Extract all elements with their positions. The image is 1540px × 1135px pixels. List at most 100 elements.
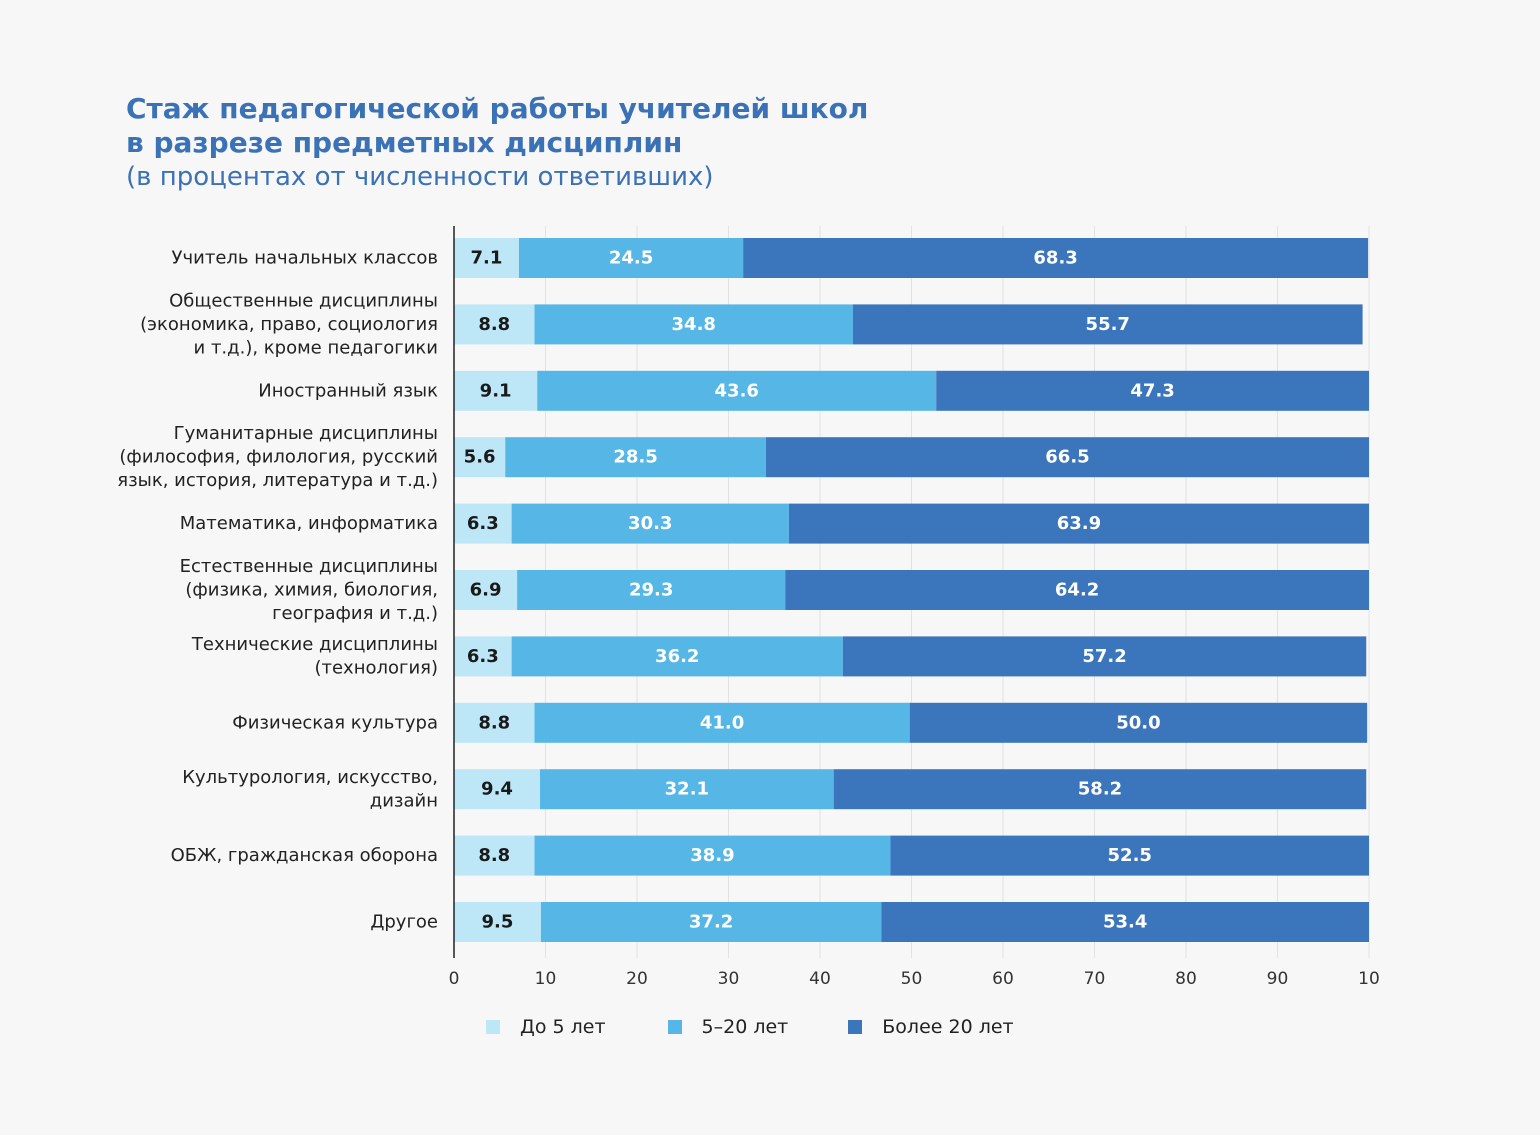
bar-data-label: 5.6	[464, 447, 496, 468]
bar-data-label: 43.6	[715, 380, 759, 401]
x-tick-label: 30	[718, 969, 740, 989]
bar-segment	[909, 702, 1368, 743]
bar-segment	[454, 238, 519, 278]
bar-segment	[454, 370, 538, 411]
bar-data-label: 24.5	[609, 248, 653, 269]
x-tick-label: 70	[1084, 969, 1106, 989]
bar-segment	[833, 769, 1367, 810]
category-label: язык, история, литература и т.д.)	[117, 470, 438, 491]
bar-segment	[788, 503, 1369, 544]
bar-data-label: 38.9	[690, 845, 734, 866]
x-tick-label: 20	[626, 969, 648, 989]
x-tick-label: 80	[1175, 969, 1197, 989]
bar-segment	[890, 835, 1369, 876]
category-label: Иностранный язык	[258, 380, 438, 401]
category-label: (физика, химия, биология,	[185, 580, 438, 601]
category-label: Гуманитарные дисциплины	[174, 423, 438, 444]
legend-swatch-5-20	[667, 1020, 682, 1034]
bar-segment	[743, 238, 1369, 278]
category-label: (экономика, право, социология	[140, 314, 438, 335]
bar-segment	[454, 570, 518, 610]
category-label: и т.д.), кроме педагогики	[194, 337, 438, 358]
bar-segment	[881, 902, 1369, 942]
bar-segment	[454, 769, 541, 810]
bar-data-label: 41.0	[700, 712, 744, 733]
stacked-bar-chart: 7.1 24.5 68.3 Учитель начальных классов 8.8 3…	[117, 226, 1380, 989]
legend-label-under-5: До 5 лет	[520, 1016, 606, 1038]
bar-data-label: 34.8	[672, 314, 716, 335]
x-tick-label: 90	[1267, 969, 1289, 989]
bar-segment	[454, 503, 512, 544]
legend-swatch-over-20	[848, 1020, 863, 1034]
bar-data-label: 57.2	[1082, 646, 1126, 667]
bar-data-label: 30.3	[628, 513, 672, 534]
bar-segment	[785, 570, 1369, 610]
bar-data-label: 9.1	[480, 380, 512, 401]
legend-swatch-under-5	[486, 1020, 500, 1034]
bar-segment	[454, 304, 535, 345]
bar-segment	[454, 702, 535, 743]
bar-data-label: 58.2	[1078, 779, 1122, 800]
category-label: Другое	[370, 912, 438, 933]
category-label: ОБЖ, гражданская оборона	[171, 845, 438, 866]
x-tick-label: 10	[1358, 969, 1380, 989]
bar-data-label: 29.3	[629, 580, 673, 601]
bar-segment	[540, 769, 834, 810]
legend-label-5-20: 5–20 лет	[701, 1016, 789, 1038]
bar-data-label: 66.5	[1045, 447, 1089, 468]
bar-data-label: 53.4	[1103, 912, 1147, 933]
bar-segment	[540, 902, 882, 942]
category-label: дизайн	[370, 790, 438, 811]
category-label: Культурология, искусство,	[182, 767, 438, 788]
bar-data-label: 52.5	[1108, 845, 1152, 866]
bar-segment	[511, 636, 843, 677]
bar-segment	[852, 304, 1363, 345]
x-tick-label: 60	[992, 969, 1014, 989]
bar-data-label: 32.1	[665, 779, 709, 800]
category-label: география и т.д.)	[272, 603, 438, 624]
category-label: Естественные дисциплины	[180, 556, 438, 577]
bar-data-label: 36.2	[655, 646, 699, 667]
bar-segment	[842, 636, 1367, 677]
bar-data-label: 9.4	[481, 779, 513, 800]
x-tick-label: 50	[901, 969, 923, 989]
bar-data-label: 63.9	[1057, 513, 1101, 534]
bar-segment	[517, 570, 786, 610]
bar-segment	[537, 370, 937, 411]
bar-data-label: 28.5	[613, 447, 657, 468]
category-label: Математика, информатика	[180, 513, 438, 534]
legend-item-under-5: До 5 лет	[486, 1016, 606, 1038]
bar-data-label: 55.7	[1086, 314, 1130, 335]
bar-segment	[511, 503, 789, 544]
x-tick-label: 0	[449, 969, 460, 989]
bar-segment	[454, 636, 512, 677]
bar-segment	[534, 835, 891, 876]
legend-item-5-20: 5–20 лет	[667, 1016, 789, 1038]
category-label: (технология)	[314, 658, 438, 679]
category-label: Учитель начальных классов	[172, 248, 438, 269]
chart-title-line-2: в разрезе предметных дисциплин	[126, 126, 683, 159]
legend-label-over-20: Более 20 лет	[882, 1016, 1014, 1038]
bar-data-label: 9.5	[482, 912, 514, 933]
chart-legend: До 5 лет 5–20 лет Более 20 лет	[486, 1016, 1014, 1038]
bar-segment	[534, 304, 853, 345]
chart-title-block: Стаж педагогической работы учителей школ…	[126, 92, 868, 194]
bar-data-label: 6.3	[467, 513, 499, 534]
bar-data-label: 6.9	[470, 580, 502, 601]
category-label: Общественные дисциплины	[169, 290, 438, 311]
category-label: Технические дисциплины	[191, 634, 438, 655]
bar-data-label: 50.0	[1116, 712, 1160, 733]
x-tick-label: 10	[535, 969, 557, 989]
bar-data-label: 64.2	[1055, 580, 1099, 601]
bar-data-label: 68.3	[1033, 248, 1077, 269]
chart-title-line-1: Стаж педагогической работы учителей школ	[126, 92, 869, 125]
bar-data-label: 7.1	[471, 248, 503, 269]
bar-segment	[766, 437, 1369, 478]
bar-data-label: 8.8	[478, 314, 510, 335]
bar-data-label: 8.8	[478, 845, 510, 866]
bar-segment	[936, 370, 1369, 411]
bar-data-label: 47.3	[1130, 380, 1174, 401]
bar-segment	[454, 437, 506, 478]
chart-subtitle: (в процентах от численности ответивших)	[126, 162, 714, 192]
bar-data-label: 6.3	[467, 646, 499, 667]
